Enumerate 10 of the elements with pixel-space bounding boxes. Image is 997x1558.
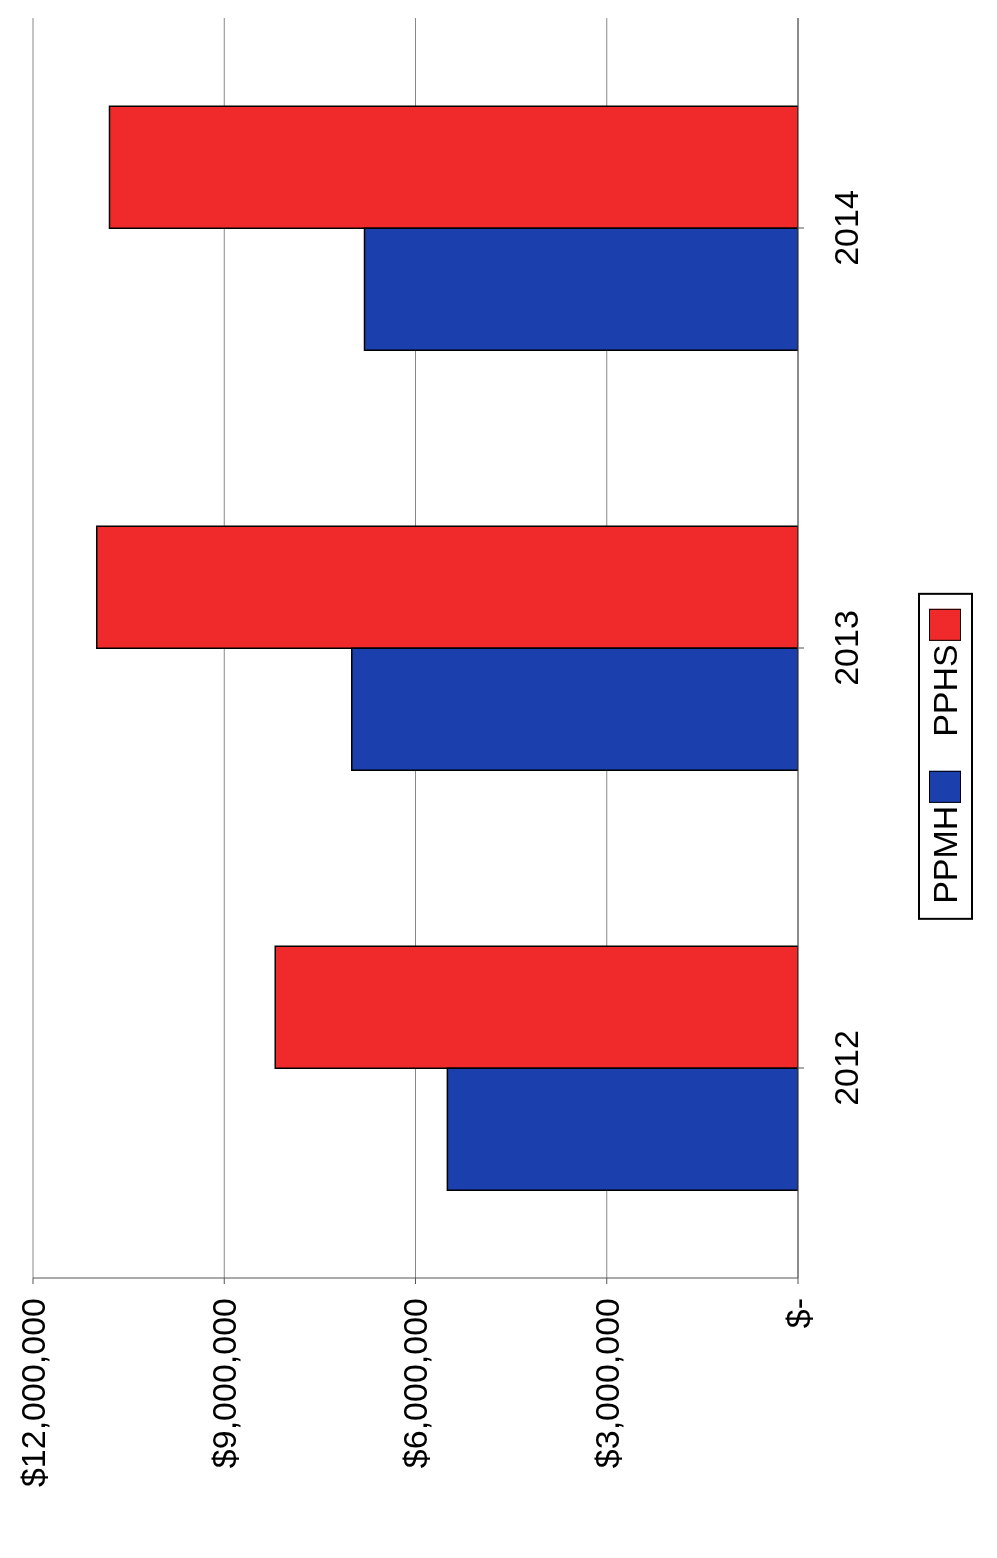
y-tick-label: 2012 [826, 1030, 865, 1106]
y-tick-label: 2014 [826, 190, 865, 266]
x-tick-label: $3,000,000 [587, 1298, 626, 1469]
x-tick-label: $9,000,000 [205, 1298, 244, 1469]
x-tick-label: $12,000,000 [13, 1298, 52, 1488]
y-tick-label: 2013 [826, 610, 865, 686]
x-tick-label: $- [778, 1298, 817, 1329]
legend-label: PPHS [926, 644, 965, 737]
legend-label: PPMH [926, 805, 965, 904]
x-tick-label: $6,000,000 [396, 1298, 435, 1469]
